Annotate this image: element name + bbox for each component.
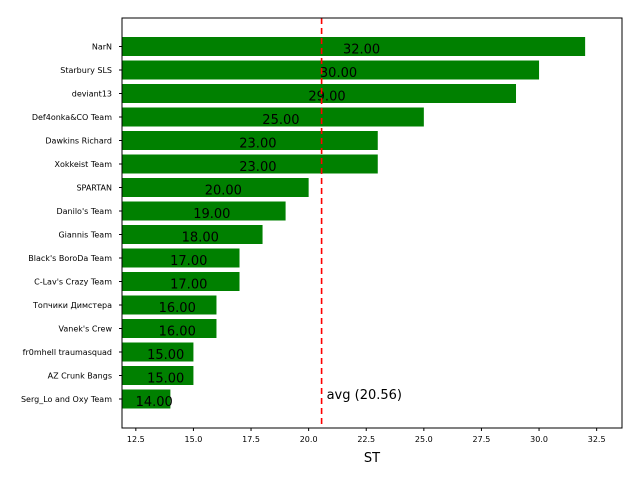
category-label: C-Lav's Crazy Team	[34, 278, 112, 287]
bar	[122, 107, 424, 127]
average-label: avg (20.56)	[327, 388, 402, 403]
x-axis-ticks: 12.5 15.0 17.5 20.0 22.5 25.0 27.5 30.0 32.5	[127, 428, 606, 444]
category-label: AZ Crunk Bangs	[48, 372, 112, 381]
category-label: deviant13	[72, 90, 112, 99]
x-tick-label: 27.5	[473, 435, 491, 444]
plot-frame	[121, 17, 623, 429]
bar-value-label: 23.00	[239, 137, 276, 152]
bar-value-label: 18.00	[182, 231, 219, 246]
category-label: NarN	[92, 43, 112, 52]
bar-value-labels: 32.00 30.00 29.00 25.00 23.00 23.00 20.00 19.00…	[136, 43, 381, 411]
category-label: Xokkeist Team	[55, 160, 113, 169]
bar	[122, 131, 378, 150]
bar-value-label: 19.00	[193, 207, 230, 222]
x-tick-label: 25.0	[415, 435, 433, 444]
bar-value-label: 20.00	[205, 184, 242, 199]
category-label: Starbury SLS	[60, 66, 112, 75]
category-label: Def4onka&CO Team	[32, 113, 112, 122]
bar-value-label: 17.00	[170, 278, 207, 293]
bar	[122, 154, 378, 174]
bar	[122, 225, 263, 244]
bar	[122, 84, 517, 103]
bar-value-label: 16.00	[159, 301, 196, 316]
bar	[122, 295, 217, 315]
bar-value-label: 23.00	[239, 160, 276, 175]
x-tick-label: 30.0	[530, 435, 548, 444]
x-tick-label: 12.5	[127, 435, 145, 444]
x-tick-label: 32.5	[588, 435, 606, 444]
category-label: Dawkins Richard	[45, 137, 112, 146]
bar	[122, 201, 286, 221]
bar	[122, 389, 171, 409]
category-label: Serg_Lo and Oxy Team	[21, 395, 112, 404]
category-labels: NarN Starbury SLS deviant13 Def4onka&CO Tea…	[21, 43, 122, 404]
bar-value-label: 29.00	[308, 90, 345, 105]
bar	[122, 60, 540, 80]
bar	[122, 37, 586, 56]
category-label: Giannis Team	[58, 231, 112, 240]
category-label: Black's BoroDa Team	[28, 254, 112, 263]
category-label: SPARTAN	[76, 184, 112, 193]
bar	[122, 342, 194, 362]
category-label: Danilo's Team	[56, 207, 112, 216]
category-label: Vanek's Crew	[59, 325, 113, 334]
bar-value-label: 15.00	[147, 348, 184, 363]
bar	[122, 272, 240, 291]
bars-group	[122, 37, 586, 409]
bar-value-label: 25.00	[262, 113, 299, 128]
bar-value-label: 17.00	[170, 254, 207, 269]
bar	[122, 366, 194, 385]
x-tick-label: 22.5	[357, 435, 375, 444]
bar	[122, 178, 309, 197]
bar-value-label: 14.00	[136, 395, 173, 410]
bar-value-label: 32.00	[343, 43, 380, 58]
x-tick-label: 20.0	[300, 435, 318, 444]
x-tick-label: 15.0	[185, 435, 203, 444]
bar-value-label: 16.00	[159, 325, 196, 340]
bar	[122, 319, 217, 338]
x-axis-title: ST	[364, 451, 380, 466]
category-label: fr0mhell traumasquad	[23, 348, 112, 357]
bar	[122, 248, 240, 268]
category-label: Топчики Димстера	[32, 301, 112, 310]
bar-value-label: 15.00	[147, 372, 184, 387]
x-tick-label: 17.5	[242, 435, 260, 444]
bar-value-label: 30.00	[320, 66, 357, 81]
